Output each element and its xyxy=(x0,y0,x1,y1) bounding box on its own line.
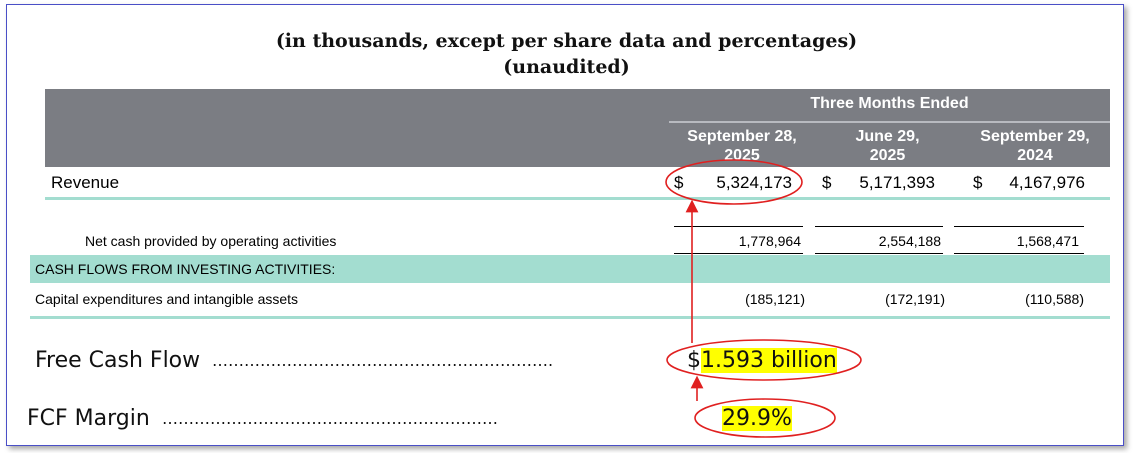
margin-highlight-ellipse xyxy=(694,398,836,438)
operating-cash-value: 1,568,471 xyxy=(1016,233,1079,249)
investing-section-band xyxy=(30,255,1110,283)
operating-cash-value: 1,778,964 xyxy=(738,233,801,249)
revenue-value: 4,167,976 xyxy=(1009,173,1085,192)
unaudited-note: (unaudited) xyxy=(503,56,630,78)
operating-cash-label: Net cash provided by operating activitie… xyxy=(85,233,337,249)
revenue-currency: $ xyxy=(674,173,684,192)
document-frame xyxy=(6,4,1124,446)
column-header-sep-2024: September 29, 2024 xyxy=(960,127,1110,165)
capex-value: (110,588) xyxy=(1025,291,1084,307)
table-header-band xyxy=(45,89,1110,167)
revenue-value: 5,324,173 xyxy=(716,173,792,192)
fcf-margin-value: 29.9% xyxy=(722,405,792,433)
column-header-line2: 2024 xyxy=(1017,147,1053,164)
three-months-ended-header: Three Months Ended xyxy=(810,95,969,112)
column-rule xyxy=(954,253,1084,254)
investing-section-heading: CASH FLOWS FROM INVESTING ACTIVITIES: xyxy=(35,261,336,277)
revenue-currency: $ xyxy=(822,173,832,192)
capex-value: (185,121) xyxy=(745,291,805,307)
leader-dots: ………………………………………………………. xyxy=(212,351,554,370)
operating-cash-value: 2,554,188 xyxy=(878,233,941,249)
column-header-line2: 2025 xyxy=(869,147,906,164)
units-note: (in thousands, except per share data and… xyxy=(275,30,858,52)
capex-value: (172,191) xyxy=(885,291,945,307)
revenue-highlight-ellipse xyxy=(665,159,803,205)
fcf-amount: 1.593 billion xyxy=(701,348,837,373)
column-rule xyxy=(815,253,943,254)
free-cash-flow-label: Free Cash Flow xyxy=(35,348,201,373)
revenue-label: Revenue xyxy=(51,173,120,192)
fcf-margin-label: FCF Margin xyxy=(27,406,150,431)
column-header-line1: June 29, xyxy=(855,128,920,145)
column-rule xyxy=(954,226,1084,227)
fcf-highlight-ellipse xyxy=(666,339,862,381)
capex-underline xyxy=(30,316,1110,319)
free-cash-flow-value: $1.593 billion xyxy=(687,347,837,375)
revenue-value: 5,171,393 xyxy=(859,173,935,192)
column-header-jun-2025: June 29, 2025 xyxy=(815,127,960,165)
header-rule xyxy=(669,121,1110,123)
column-rule xyxy=(674,226,803,227)
column-header-line1: September 29, xyxy=(980,128,1090,145)
capex-label: Capital expenditures and intangible asse… xyxy=(35,291,299,307)
fcf-currency: $ xyxy=(687,348,701,373)
fcf-margin-amount: 29.9% xyxy=(722,406,792,431)
revenue-currency: $ xyxy=(973,173,983,192)
revenue-underline xyxy=(45,197,1110,200)
column-header-line1: September 28, xyxy=(687,128,797,145)
leader-dots: ……………………………………………………… xyxy=(162,409,498,428)
column-rule xyxy=(674,253,803,254)
column-rule xyxy=(815,226,943,227)
